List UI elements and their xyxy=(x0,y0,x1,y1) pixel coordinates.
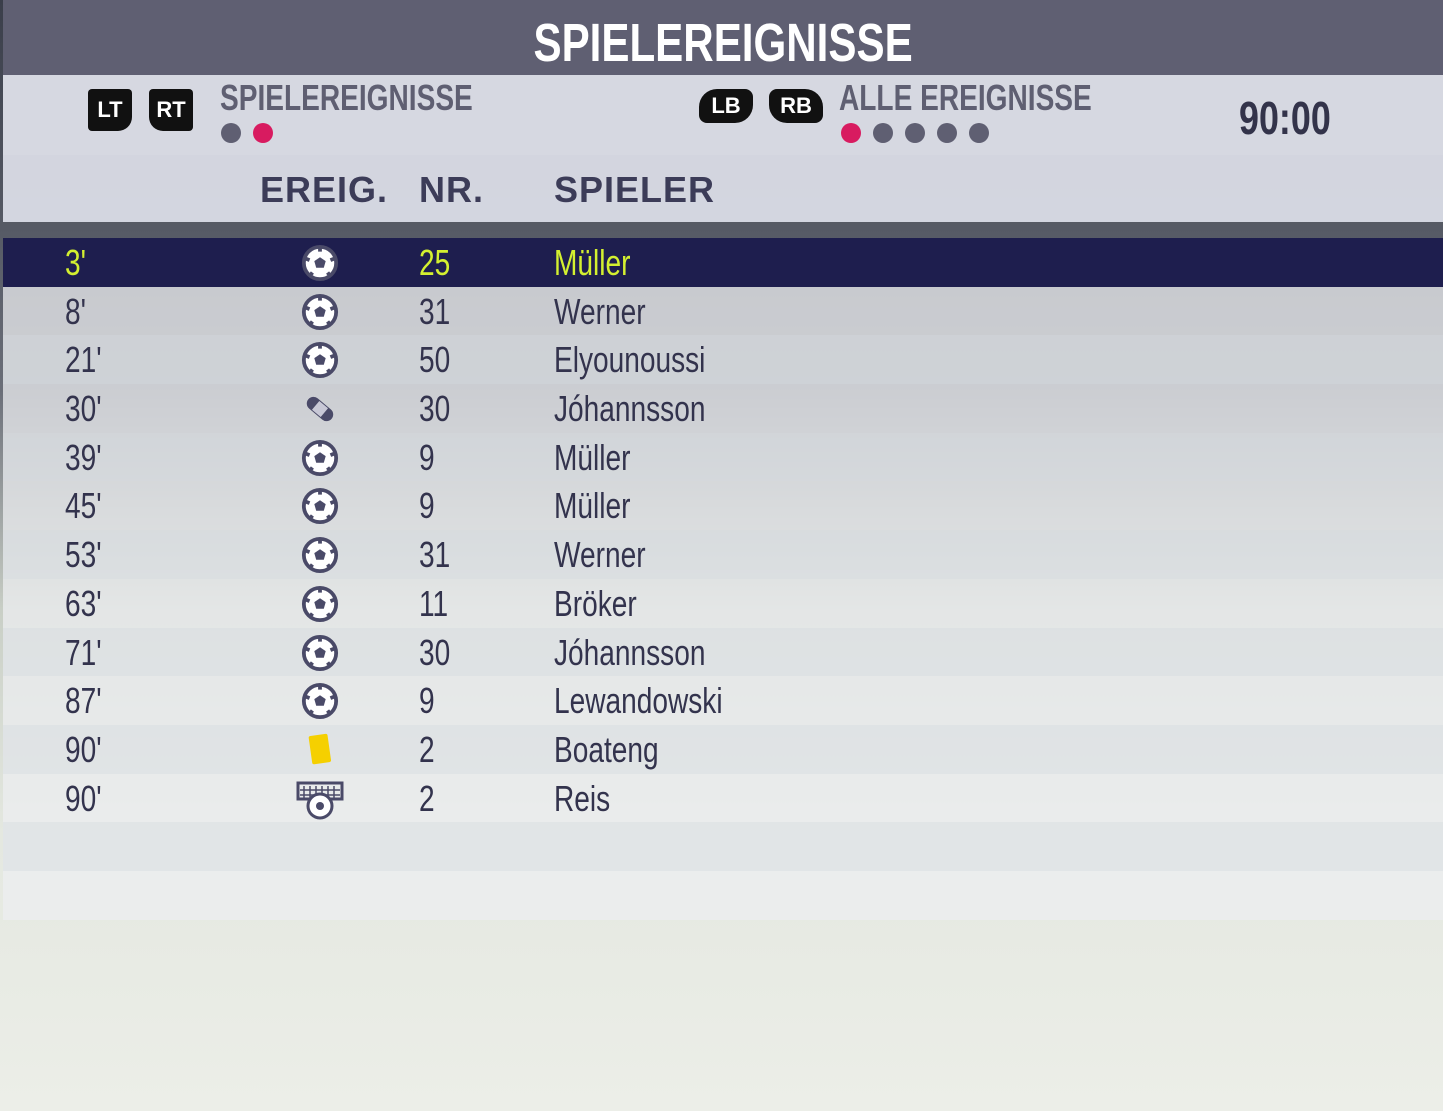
event-minute: 39' xyxy=(65,436,102,478)
col-event: EREIG. xyxy=(260,169,389,210)
event-minute: 45' xyxy=(65,485,102,527)
page-dot xyxy=(221,123,241,143)
col-number: NR. xyxy=(419,169,484,210)
event-number: 2 xyxy=(419,728,435,770)
column-header: EREIG. NR. SPIELER xyxy=(3,155,1443,222)
col-player: SPIELER xyxy=(554,169,716,210)
event-minute: 8' xyxy=(65,290,86,332)
event-row[interactable]: 30' 30 Jóhannsson xyxy=(3,384,1443,433)
event-minute: 87' xyxy=(65,680,102,722)
goal-ball-icon xyxy=(301,682,339,720)
match-clock: 90:00 xyxy=(1239,92,1331,144)
event-minute: 53' xyxy=(65,534,102,576)
left-filter-label: SPIELEREIGNISSE xyxy=(220,77,473,118)
left-page-dots xyxy=(221,123,273,143)
goal-ball-icon xyxy=(301,585,339,623)
event-number: 9 xyxy=(419,680,435,722)
event-row[interactable]: 53' 31 Werner xyxy=(3,530,1443,579)
page-dot xyxy=(969,123,989,143)
event-player: Müller xyxy=(554,242,631,283)
event-minute: 71' xyxy=(65,631,102,673)
event-number: 30 xyxy=(419,388,451,430)
event-row[interactable]: 8' 31 Werner xyxy=(3,286,1443,336)
event-number: 31 xyxy=(419,534,451,576)
event-minute: 90' xyxy=(65,777,102,819)
rt-button[interactable]: RT xyxy=(149,89,193,131)
event-row[interactable]: 63' 11 Bröker xyxy=(3,578,1443,628)
event-player: Jóhannsson xyxy=(554,631,706,673)
event-row[interactable]: 21' 50 Elyounoussi xyxy=(3,335,1443,385)
page-dot xyxy=(873,123,893,143)
goal-ball-icon xyxy=(301,341,339,379)
goal-ball-icon xyxy=(301,487,339,525)
goal-ball-icon xyxy=(301,634,339,672)
event-row[interactable]: 90' 2 Boateng xyxy=(3,724,1443,774)
lb-button[interactable]: LB xyxy=(699,89,753,123)
event-minute: 21' xyxy=(65,339,102,381)
event-player: Boateng xyxy=(554,728,659,770)
event-player: Müller xyxy=(554,485,631,527)
event-number: 9 xyxy=(419,485,435,527)
goal-ball-icon xyxy=(301,439,339,477)
event-number: 9 xyxy=(419,436,435,478)
event-number: 30 xyxy=(419,631,451,673)
goal-ball-icon xyxy=(301,244,339,282)
event-player: Müller xyxy=(554,436,631,478)
page-title: SPIELEREIGNISSE xyxy=(3,0,1443,75)
event-row[interactable]: 45' 9 Müller xyxy=(3,481,1443,531)
event-player: Elyounoussi xyxy=(554,339,706,381)
event-minute: 63' xyxy=(65,582,102,624)
goal-ball-icon xyxy=(301,293,339,331)
event-row[interactable]: 3' 25 Müller xyxy=(3,238,1443,287)
page-dot xyxy=(937,123,957,143)
event-minute: 90' xyxy=(65,728,102,770)
event-player: Jóhannsson xyxy=(554,388,706,430)
filter-bar: LT RT SPIELEREIGNISSE LB RB ALLE EREIGNI… xyxy=(3,75,1443,155)
event-number: 2 xyxy=(419,777,435,819)
empty-row xyxy=(3,870,1443,920)
event-row[interactable]: 90' 2 Reis xyxy=(3,773,1443,823)
penalty-goal-icon xyxy=(296,780,344,820)
event-player: Bröker xyxy=(554,582,637,624)
event-number: 50 xyxy=(419,339,451,381)
event-player: Reis xyxy=(554,777,611,819)
event-minute: 30' xyxy=(65,388,102,430)
empty-row xyxy=(3,822,1443,871)
event-player: Werner xyxy=(554,290,646,332)
page-dot-active xyxy=(253,123,273,143)
events-list: 3' 25 Müller 8' 31 Werner 21' 50 Elyouno… xyxy=(3,238,1443,920)
event-number: 25 xyxy=(419,242,451,283)
rb-button[interactable]: RB xyxy=(769,89,823,123)
lt-button[interactable]: LT xyxy=(88,89,132,131)
event-player: Lewandowski xyxy=(554,680,723,722)
event-row[interactable]: 71' 30 Jóhannsson xyxy=(3,627,1443,677)
right-page-dots xyxy=(841,123,989,143)
event-player: Werner xyxy=(554,534,646,576)
event-row[interactable]: 39' 9 Müller xyxy=(3,432,1443,482)
event-minute: 3' xyxy=(65,242,86,283)
event-row[interactable]: 87' 9 Lewandowski xyxy=(3,676,1443,725)
page-dot xyxy=(905,123,925,143)
event-number: 31 xyxy=(419,290,451,332)
right-filter-label: ALLE EREIGNISSE xyxy=(839,77,1092,118)
injury-bandage-icon xyxy=(301,390,339,428)
event-number: 11 xyxy=(419,582,449,624)
goal-ball-icon xyxy=(301,536,339,574)
page-dot-active xyxy=(841,123,861,143)
yellow-card-icon xyxy=(301,731,339,769)
